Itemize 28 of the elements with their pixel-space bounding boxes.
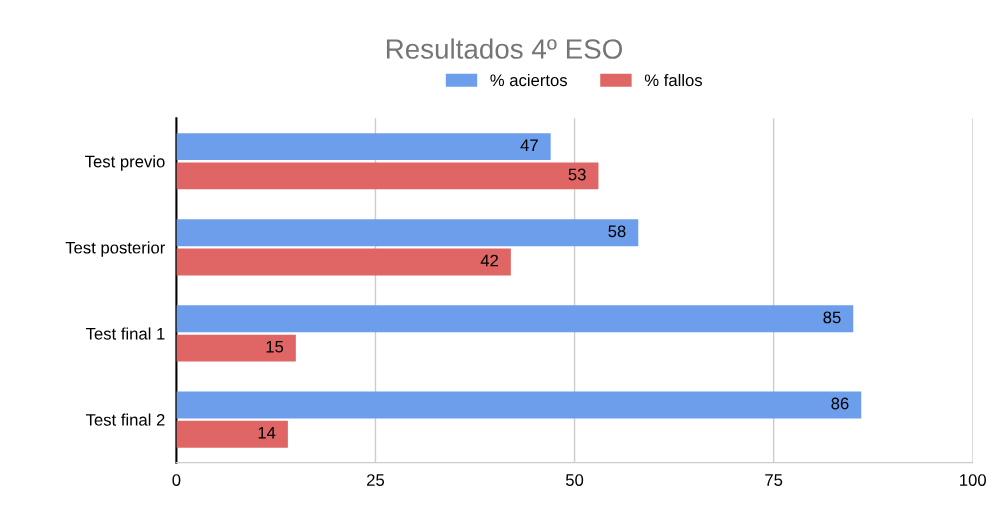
y-tick-label: Test posterior [65, 241, 166, 257]
chart-title: Resultados 4º ESO [386, 38, 623, 59]
data-label: 14 [258, 427, 276, 439]
data-label: 42 [480, 254, 498, 267]
x-tick-label: 75 [765, 474, 783, 486]
legend-label: % aciertos [490, 73, 568, 87]
data-label: 86 [831, 397, 849, 410]
x-tick-label: 25 [367, 474, 385, 486]
data-label: 53 [568, 168, 586, 181]
x-tick-label: 100 [960, 474, 986, 486]
bar [176, 133, 551, 161]
bar [176, 334, 296, 362]
legend-label: % fallos [644, 73, 703, 87]
data-label: 85 [823, 311, 841, 324]
bar [176, 248, 511, 276]
bar [176, 162, 599, 190]
y-tick-label: Test final 2 [86, 413, 165, 426]
bar [176, 305, 854, 333]
bar [176, 391, 862, 419]
bar [176, 219, 639, 247]
data-label: 47 [520, 139, 538, 151]
bar [176, 420, 288, 448]
y-tick-label: Test final 1 [86, 327, 165, 340]
data-label: 15 [266, 340, 284, 353]
x-tick-label: 0 [172, 474, 181, 486]
data-label: 58 [608, 225, 626, 238]
x-tick-label: 50 [565, 474, 584, 486]
y-tick-label: Test previo [85, 155, 165, 171]
